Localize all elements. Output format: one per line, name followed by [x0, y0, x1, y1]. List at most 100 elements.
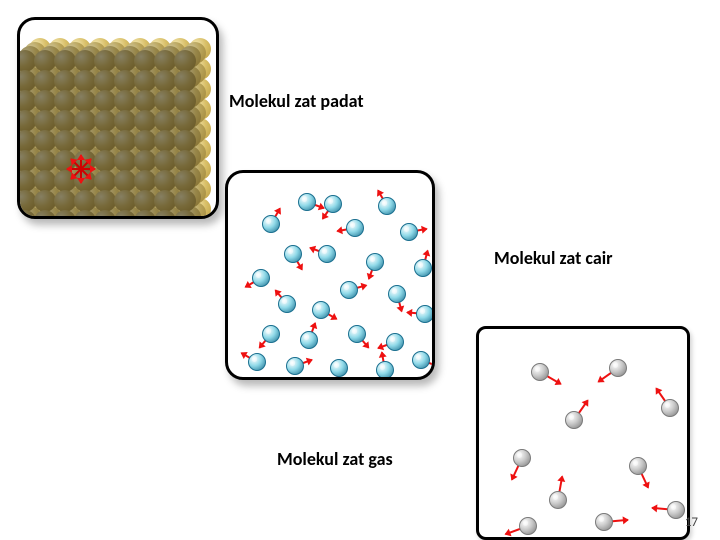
solid-molecule [34, 170, 56, 192]
solid-molecule [154, 90, 176, 112]
solid-molecule [94, 130, 116, 152]
molecule-sphere [595, 513, 613, 531]
solid-molecule [114, 170, 136, 192]
solid-molecule [34, 70, 56, 92]
molecule-sphere [330, 359, 348, 377]
molecule-sphere [531, 363, 549, 381]
solid-molecule [34, 50, 56, 72]
solid-molecule [134, 150, 156, 172]
gas-panel [476, 326, 690, 540]
molecule-sphere [400, 223, 418, 241]
solid-molecule [174, 150, 196, 172]
solid-molecule [154, 170, 176, 192]
solid-molecule [114, 70, 136, 92]
molecule-sphere [388, 285, 406, 303]
molecule-sphere [412, 351, 430, 369]
solid-molecule [174, 90, 196, 112]
molecule-sphere [318, 245, 336, 263]
label-gas: Molekul zat gas [277, 448, 393, 470]
solid-molecule [34, 150, 56, 172]
molecule-sphere [416, 305, 434, 323]
solid-molecule [154, 50, 176, 72]
solid-molecule [74, 90, 96, 112]
solid-molecule [154, 70, 176, 92]
solid-molecule [134, 190, 156, 212]
solid-molecule [94, 150, 116, 172]
label-solid: Molekul zat padat [229, 90, 364, 112]
solid-molecule [114, 50, 136, 72]
molecule-sphere [549, 491, 567, 509]
molecule-sphere [298, 193, 316, 211]
solid-molecule [114, 110, 136, 132]
molecule-sphere [519, 517, 537, 535]
molecule-sphere [609, 359, 627, 377]
page-number: 17 [685, 515, 698, 530]
solid-molecule [94, 170, 116, 192]
molecule-sphere [278, 295, 296, 313]
solid-molecule [94, 70, 116, 92]
molecule-sphere [629, 457, 647, 475]
molecule-sphere [286, 357, 304, 375]
solid-molecule [54, 130, 76, 152]
molecule-sphere [376, 361, 394, 379]
molecule-sphere [312, 301, 330, 319]
solid-molecule [34, 130, 56, 152]
solid-molecule [74, 110, 96, 132]
solid-molecule [74, 50, 96, 72]
solid-molecule [174, 170, 196, 192]
solid-molecule [34, 90, 56, 112]
molecule-sphere [565, 411, 583, 429]
solid-molecule [34, 110, 56, 132]
liquid-panel [225, 170, 435, 380]
solid-molecule [174, 130, 196, 152]
solid-molecule [154, 110, 176, 132]
solid-molecule [74, 70, 96, 92]
label-liquid: Molekul zat cair [494, 247, 613, 269]
molecule-sphere [661, 399, 679, 417]
solid-molecule [134, 130, 156, 152]
solid-molecule [174, 110, 196, 132]
molecule-sphere [366, 253, 384, 271]
solid-molecule [174, 190, 196, 212]
solid-molecule [134, 70, 156, 92]
molecule-sphere [252, 269, 270, 287]
solid-molecule [54, 110, 76, 132]
solid-molecule [134, 110, 156, 132]
solid-molecule [174, 70, 196, 92]
solid-molecule [114, 130, 136, 152]
solid-molecule [74, 190, 96, 212]
molecule-sphere [262, 325, 280, 343]
solid-molecule [94, 190, 116, 212]
solid-molecule [134, 90, 156, 112]
molecule-sphere [667, 501, 685, 519]
molecule-sphere [513, 449, 531, 467]
solid-molecule [94, 50, 116, 72]
solid-molecule [114, 90, 136, 112]
solid-molecule [154, 150, 176, 172]
molecule-sphere [340, 281, 358, 299]
molecule-sphere [324, 195, 342, 213]
molecule-sphere [414, 259, 432, 277]
molecule-sphere [348, 325, 366, 343]
molecule-sphere [300, 331, 318, 349]
solid-molecule [54, 70, 76, 92]
solid-molecule [54, 90, 76, 112]
solid-panel [17, 17, 219, 219]
solid-molecule [94, 90, 116, 112]
solid-molecule [154, 190, 176, 212]
molecule-sphere [378, 197, 396, 215]
solid-molecule [134, 50, 156, 72]
molecule-sphere [284, 245, 302, 263]
solid-molecule [174, 50, 196, 72]
molecule-sphere [346, 219, 364, 237]
solid-molecule [114, 190, 136, 212]
solid-molecule [54, 50, 76, 72]
solid-molecule [94, 110, 116, 132]
solid-molecule [134, 170, 156, 192]
solid-molecule [154, 130, 176, 152]
molecule-sphere [262, 215, 280, 233]
solid-molecule [54, 190, 76, 212]
solid-molecule [114, 150, 136, 172]
molecule-sphere [248, 353, 266, 371]
solid-molecule [34, 190, 56, 212]
